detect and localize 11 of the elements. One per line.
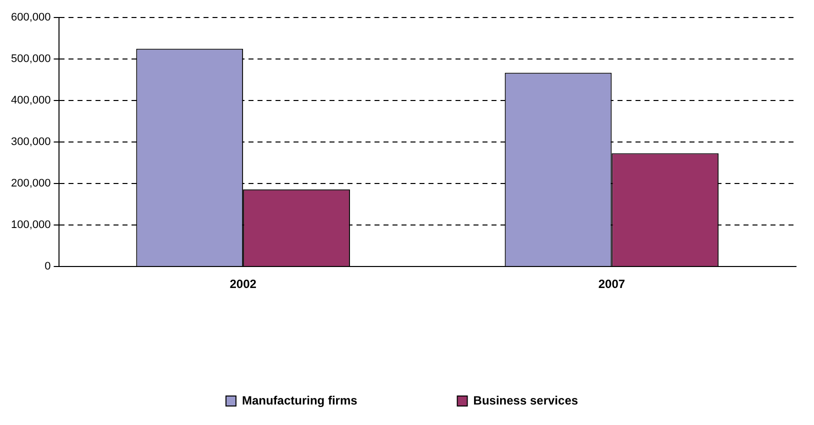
y-tick-label: 0 (44, 260, 51, 273)
y-tick-label: 200,000 (10, 178, 51, 190)
y-tick-label: 100,000 (10, 219, 51, 232)
y-tick-label: 400,000 (10, 94, 51, 107)
legend-label: Business services (473, 393, 578, 408)
x-tick-label: 2002 (230, 277, 257, 292)
y-tick-label: 300,000 (10, 136, 51, 148)
y-tick-label: 500,000 (10, 53, 51, 66)
y-tick-label: 600,000 (10, 12, 51, 24)
x-tick-label: 2007 (598, 277, 626, 292)
legend-label: Manufacturing firms (242, 393, 358, 408)
